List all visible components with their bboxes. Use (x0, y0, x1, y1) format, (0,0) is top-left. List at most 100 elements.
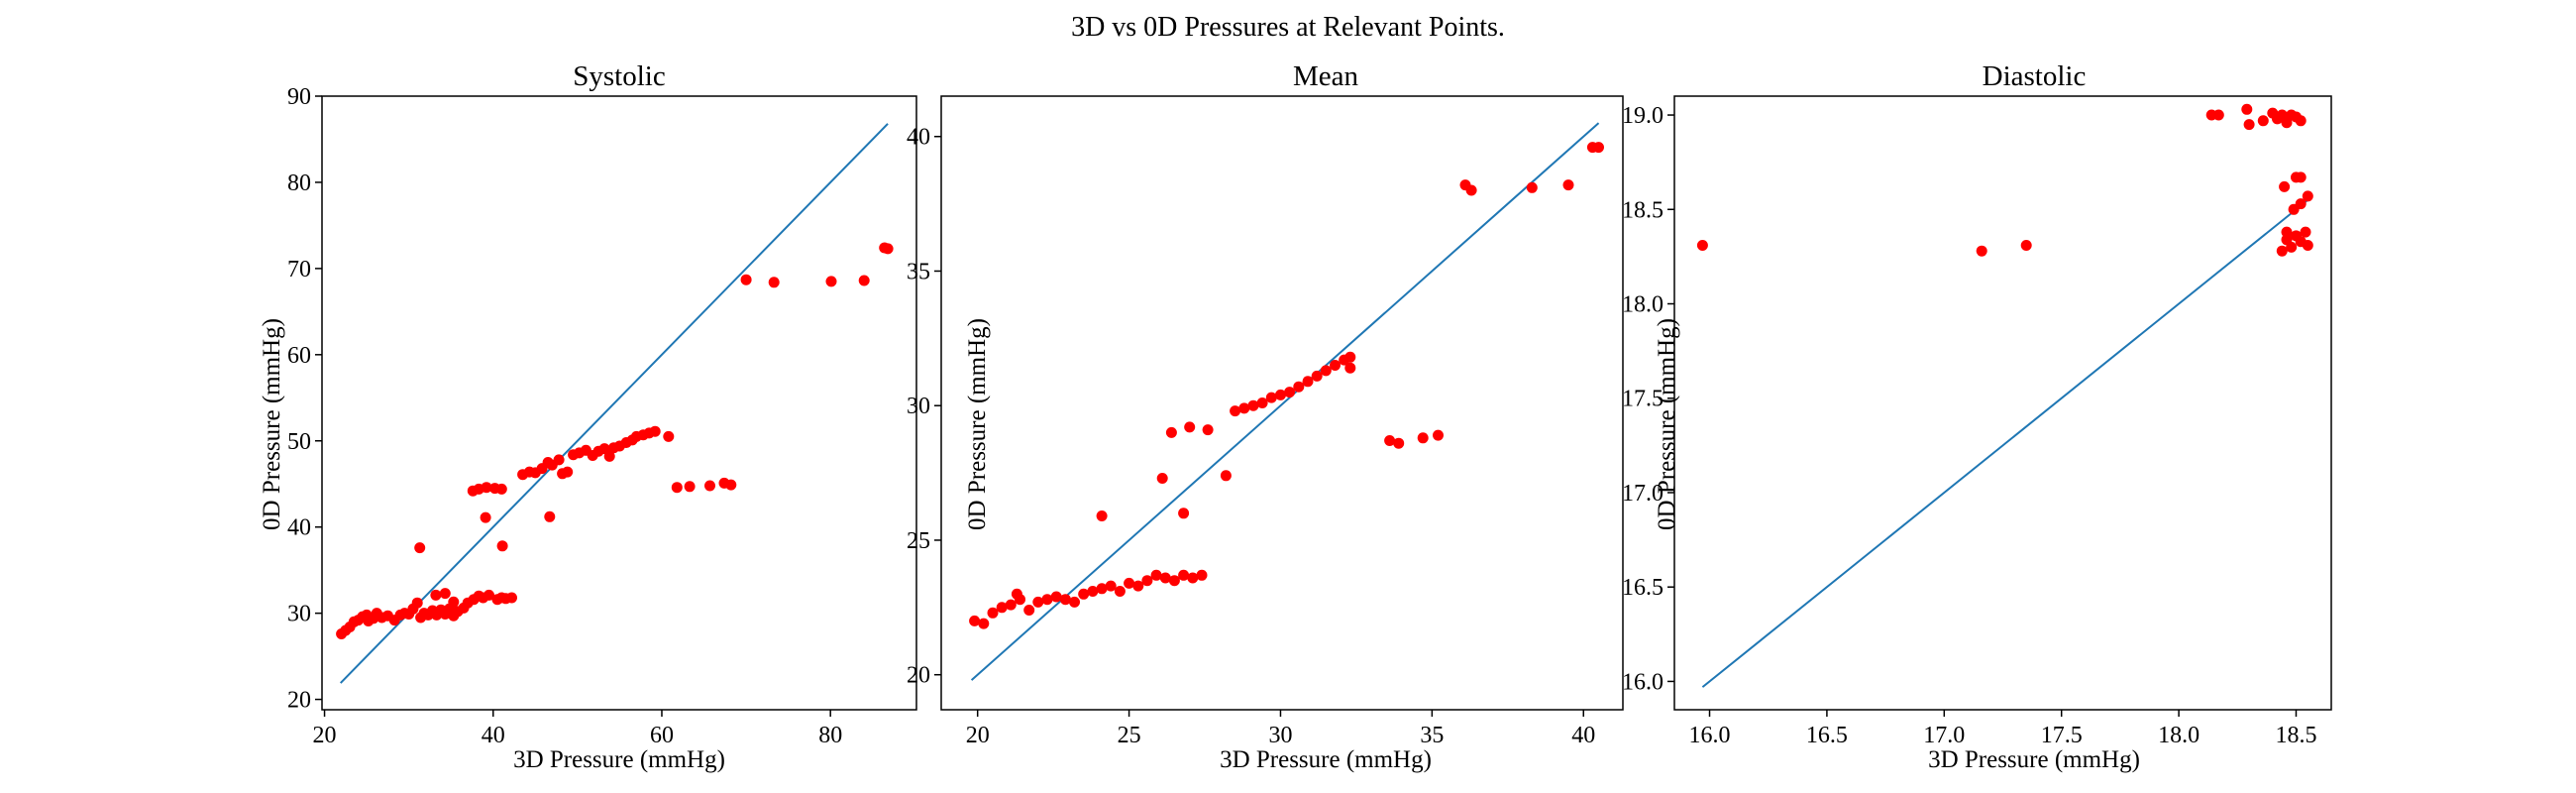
data-point (1069, 596, 1080, 608)
x-tick-label: 40 (482, 723, 505, 748)
data-point (2302, 240, 2313, 251)
chart-mean: Mean 3D Pressure (mmHg) 0D Pressure (mmH… (964, 60, 1432, 773)
data-point (2243, 119, 2255, 131)
x-tick-label: 16.5 (1806, 723, 1848, 748)
data-point (969, 615, 981, 626)
y-tick-label: 70 (287, 257, 311, 283)
data-point (978, 618, 990, 629)
axes-frame (321, 95, 917, 711)
x-tick-label: 16.0 (1689, 723, 1731, 748)
plot-area-systolic: 20 40 60 80 20 30 40 50 60 70 80 90 (287, 84, 917, 748)
data-point (553, 454, 565, 466)
data-point (1302, 376, 1314, 388)
y-tick-label: 18.0 (1622, 292, 1664, 318)
data-point (684, 481, 696, 493)
x-tick-label: 25 (1118, 723, 1141, 748)
data-point (1562, 179, 1574, 191)
y-tick-label: 30 (287, 602, 311, 627)
x-tick-label: 20 (966, 723, 990, 748)
data-point (1344, 351, 1356, 363)
plot-area-diastolic: 16.0 16.5 17.0 17.5 18.0 18.5 16.0 16.5 17.0 17.5… (1622, 95, 2332, 748)
x-tick-label: 30 (1268, 723, 1292, 748)
data-point (1433, 429, 1444, 441)
data-point (1124, 577, 1135, 589)
data-point (414, 542, 426, 554)
data-point (2276, 245, 2288, 257)
y-tick-label: 60 (287, 343, 311, 369)
x-axis-label: 3D Pressure (mmHg) (513, 746, 725, 773)
data-point (2286, 241, 2298, 253)
data-point (1184, 421, 1196, 433)
y-tick-label: 40 (907, 125, 930, 151)
data-point (2295, 198, 2307, 210)
data-point (506, 592, 517, 604)
data-point (1465, 184, 1477, 196)
data-point (882, 243, 894, 255)
data-point (1344, 362, 1356, 374)
chart-title: Systolic (573, 60, 665, 92)
data-point (495, 483, 507, 495)
data-point (1284, 387, 1296, 398)
y-tick-label: 19.0 (1622, 103, 1664, 129)
data-point (1168, 575, 1180, 587)
data-point (603, 450, 615, 462)
y-axis-label: 0D Pressure (mmHg) (1654, 318, 1680, 530)
x-tick-label: 60 (650, 723, 674, 748)
data-point (1156, 473, 1168, 484)
data-point (430, 589, 442, 601)
data-point (996, 602, 1008, 614)
y-tick-label: 16.0 (1622, 669, 1664, 695)
data-point (1059, 594, 1071, 606)
x-tick-label: 80 (818, 723, 842, 748)
data-point (1293, 381, 1305, 393)
x-tick-label: 17.5 (2041, 723, 2083, 748)
data-point (1011, 588, 1022, 600)
data-point (1178, 569, 1190, 581)
data-point (1311, 370, 1323, 382)
data-point (2279, 180, 2291, 192)
data-point (987, 607, 999, 619)
data-point (1976, 245, 1987, 257)
y-tick-label: 80 (287, 170, 311, 196)
plot-area-mean: 20 25 30 35 40 20 25 30 35 40 (907, 95, 1624, 748)
data-point (1114, 586, 1126, 597)
data-point (2020, 240, 2032, 251)
data-point (544, 510, 556, 522)
data-point (598, 443, 610, 455)
data-point (1178, 508, 1190, 519)
data-point (1159, 572, 1171, 584)
x-tick-label: 17.0 (1923, 723, 1965, 748)
y-tick-label: 20 (907, 663, 930, 689)
y-tick-label: 20 (287, 688, 311, 714)
data-point (1696, 240, 1708, 251)
data-point (2295, 115, 2307, 127)
y-axis-label: 0D Pressure (mmHg) (259, 318, 285, 530)
y-tick-label: 40 (287, 515, 311, 541)
x-tick-label: 18.5 (2275, 723, 2316, 748)
data-point (671, 482, 683, 494)
data-point (2302, 190, 2313, 202)
data-point (2281, 226, 2293, 238)
data-point (825, 276, 837, 287)
data-point (439, 588, 451, 600)
data-point (663, 430, 675, 442)
data-point (1096, 510, 1108, 521)
data-point (649, 425, 661, 437)
data-point (1275, 389, 1286, 400)
y-tick-label: 35 (907, 259, 930, 284)
data-point (562, 466, 574, 478)
chart-diastolic: Diastolic 3D Pressure (mmHg) 0D Pressure… (1654, 60, 2140, 773)
data-point (1593, 142, 1604, 154)
data-point (1141, 575, 1153, 587)
data-point (2241, 103, 2253, 115)
data-point (496, 540, 508, 552)
y-tick-label: 17.5 (1622, 387, 1664, 412)
data-point (858, 275, 870, 286)
data-point (1202, 424, 1214, 436)
x-tick-label: 20 (313, 723, 337, 748)
data-point (1417, 432, 1429, 444)
identity-line (340, 123, 889, 684)
data-point (1265, 392, 1277, 403)
plot-marks (1696, 103, 2313, 688)
data-point (1320, 365, 1332, 377)
